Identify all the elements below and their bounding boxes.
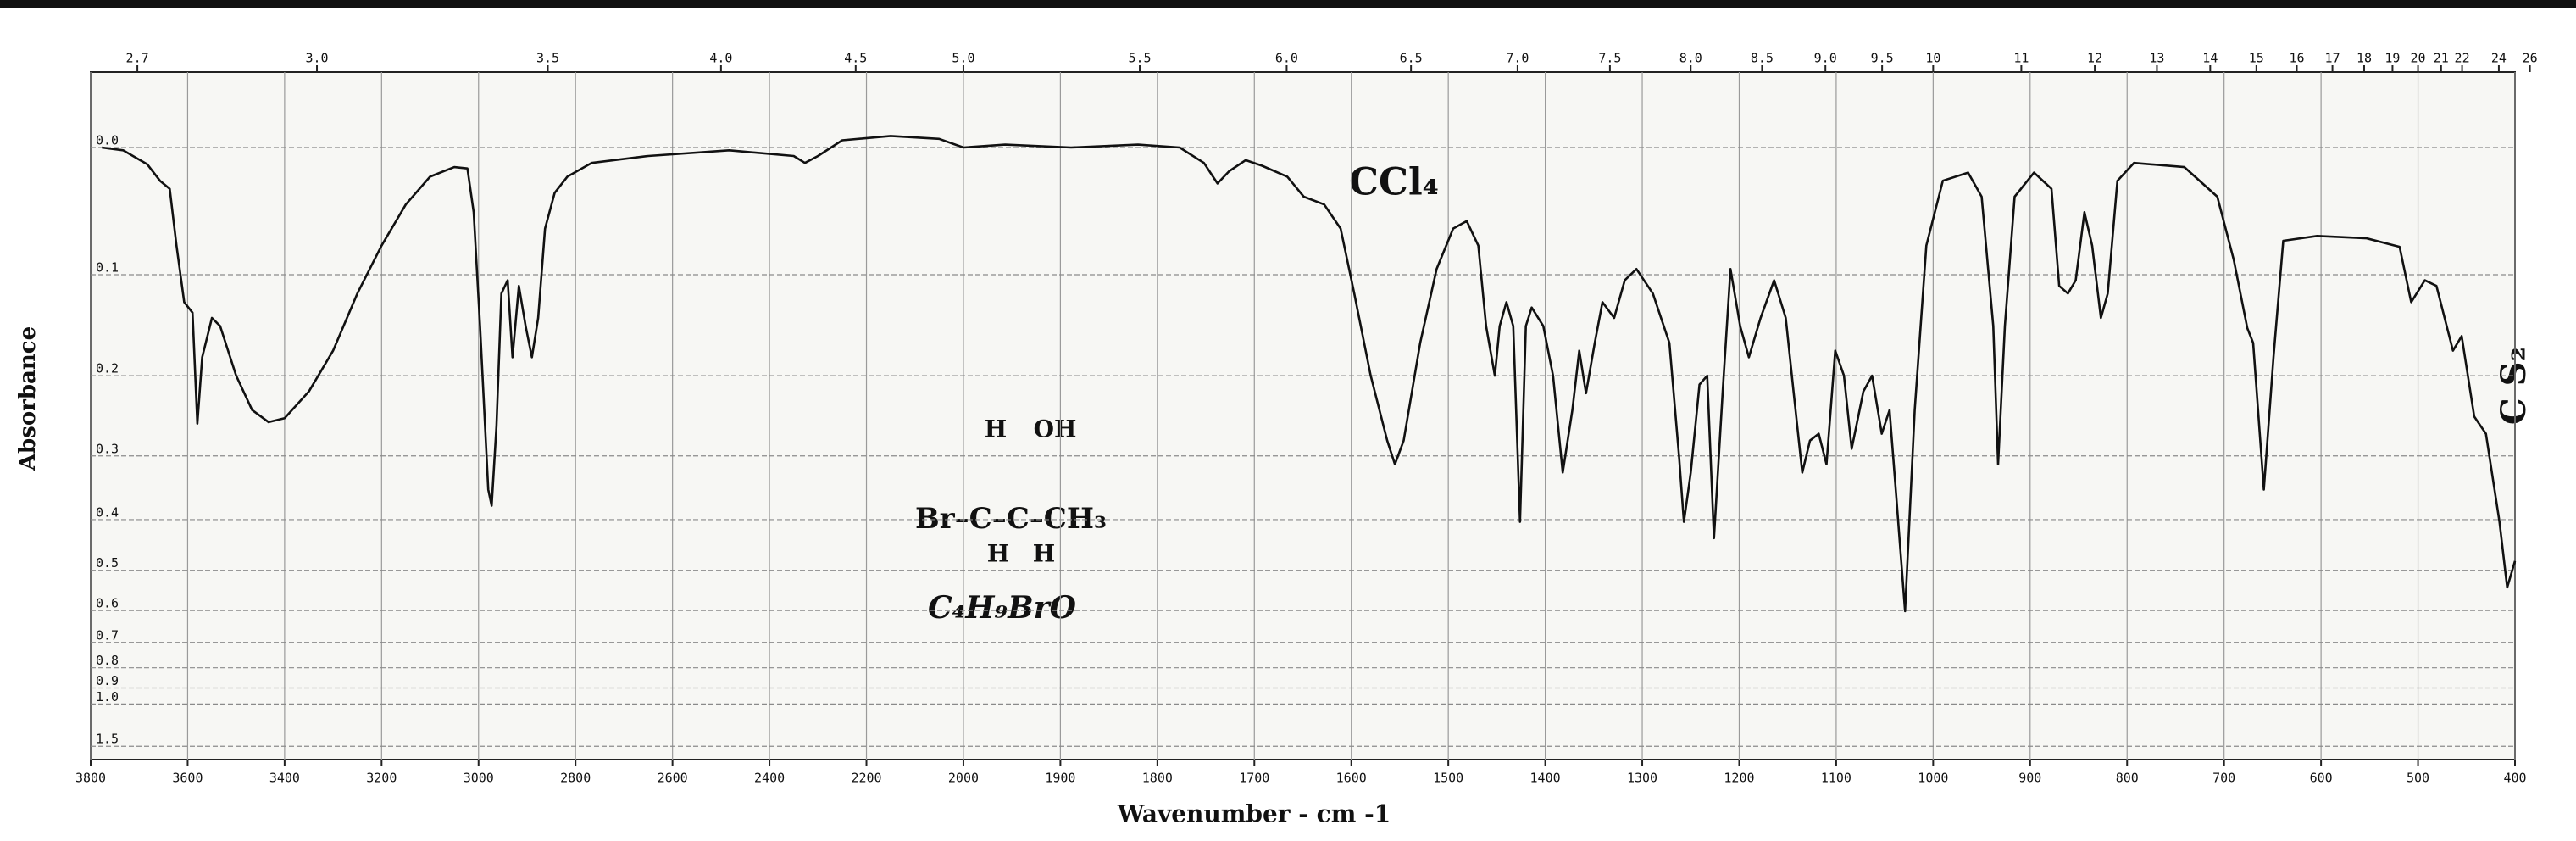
x-tick-label: 3200	[366, 771, 397, 786]
x2-tick-label: 20	[2411, 51, 2426, 66]
x-tick-label: 3600	[172, 771, 203, 786]
x2-tick-label: 8.5	[1751, 51, 1774, 66]
x-tick-label: 3000	[464, 771, 494, 786]
x2-tick-label: 3.5	[536, 51, 559, 66]
x-tick-label: 1400	[1530, 771, 1561, 786]
x-axis-label: Wavenumber - cm -1	[1117, 800, 1391, 828]
y-tick-label: 0.7	[96, 627, 119, 643]
x2-tick-label: 13	[2149, 51, 2164, 66]
x-tick-label: 1300	[1627, 771, 1657, 786]
x-tick-label: 900	[2018, 771, 2041, 786]
y-tick-label: 0.1	[96, 259, 119, 275]
x2-tick-label: 3.0	[305, 51, 328, 66]
x-tick-label: 700	[2212, 771, 2235, 786]
spectrum-line	[102, 135, 2517, 613]
y-axis-label: Absorbance	[15, 326, 41, 471]
x2-tick-label: 4.0	[709, 51, 732, 66]
x-tick-label: 1700	[1239, 771, 1269, 786]
x-tick-label: 2400	[754, 771, 785, 786]
x2-tick-label: 26	[2523, 51, 2538, 66]
x-tick-label: 1800	[1142, 771, 1173, 786]
structure-atom: OH	[1034, 415, 1077, 443]
x-tick-label: 400	[2503, 771, 2526, 786]
y-tick-label: 0.3	[96, 441, 119, 456]
x2-tick-label: 6.5	[1400, 51, 1423, 66]
x2-tick-label: 11	[2013, 51, 2029, 66]
x2-tick-label: 24	[2491, 51, 2507, 66]
x2-tick-label: 16	[2289, 51, 2304, 66]
x2-tick-label: 15	[2249, 51, 2264, 66]
solvent-label: CCl₄	[1349, 161, 1439, 204]
x-tick-label: 2200	[851, 771, 881, 786]
x-tick-label: 600	[2310, 771, 2333, 786]
x-tick-label: 3800	[75, 771, 106, 786]
y-tick-label: 0.4	[96, 504, 119, 520]
x2-tick-label: 18	[2357, 51, 2372, 66]
y-tick-label: 0.8	[96, 653, 119, 668]
x-tick-label: 1900	[1045, 771, 1075, 786]
x2-tick-label: 9.0	[1814, 51, 1837, 66]
x2-tick-label: 4.5	[844, 51, 867, 66]
x2-tick-label: 10	[1925, 51, 1940, 66]
x-tick-label: 2600	[658, 771, 688, 786]
x-tick-label: 1100	[1821, 771, 1852, 786]
x2-tick-label: 7.5	[1598, 51, 1621, 66]
x2-tick-label: 5.5	[1128, 51, 1151, 66]
x2-tick-label: 8.0	[1679, 51, 1702, 66]
x-tick-label: 2800	[560, 771, 591, 786]
x-tick-label: 1200	[1724, 771, 1754, 786]
y-tick-label: 0.2	[96, 361, 119, 376]
x-tick-label: 3400	[269, 771, 300, 786]
x2-tick-label: 9.5	[1871, 51, 1894, 66]
y-tick-label: 0.9	[96, 673, 119, 688]
x2-tick-label: 21	[2434, 51, 2449, 66]
formula: C₄H₉BrO	[928, 590, 1077, 626]
x2-tick-label: 2.7	[126, 51, 149, 66]
x2-tick-label: 12	[2087, 51, 2102, 66]
plot-area	[90, 71, 2516, 760]
structure-atom: H	[985, 415, 1007, 443]
grid	[90, 72, 2516, 760]
x2-tick-label: 19	[2384, 51, 2400, 66]
structure-atom: H	[1033, 540, 1055, 568]
x2-tick-label: 22	[2455, 51, 2470, 66]
top-edge	[0, 0, 2576, 8]
x-tick-label: 1000	[1918, 771, 1948, 786]
x2-tick-label: 17	[2325, 51, 2340, 66]
y-tick-label: 0.6	[96, 596, 119, 611]
structure-atom: H	[987, 540, 1009, 568]
x-tick-label: 2000	[948, 771, 979, 786]
x-tick-label: 1500	[1433, 771, 1463, 786]
x2-tick-label: 5.0	[952, 51, 974, 66]
x-tick-label: 1600	[1336, 771, 1367, 786]
solvent-label: C S₂	[2494, 347, 2534, 425]
y-tick-label: 1.5	[96, 732, 119, 747]
structure-main: Br–C–C–CH₃	[915, 502, 1107, 536]
x-tick-label: 500	[2407, 771, 2429, 786]
y-tick-label: 0.0	[96, 132, 119, 148]
y-tick-label: 1.0	[96, 689, 119, 705]
x2-tick-label: 6.0	[1275, 51, 1298, 66]
x2-tick-label: 7.0	[1506, 51, 1529, 66]
x-tick-label: 800	[2116, 771, 2139, 786]
y-tick-label: 0.5	[96, 555, 119, 571]
x2-tick-label: 14	[2202, 51, 2218, 66]
